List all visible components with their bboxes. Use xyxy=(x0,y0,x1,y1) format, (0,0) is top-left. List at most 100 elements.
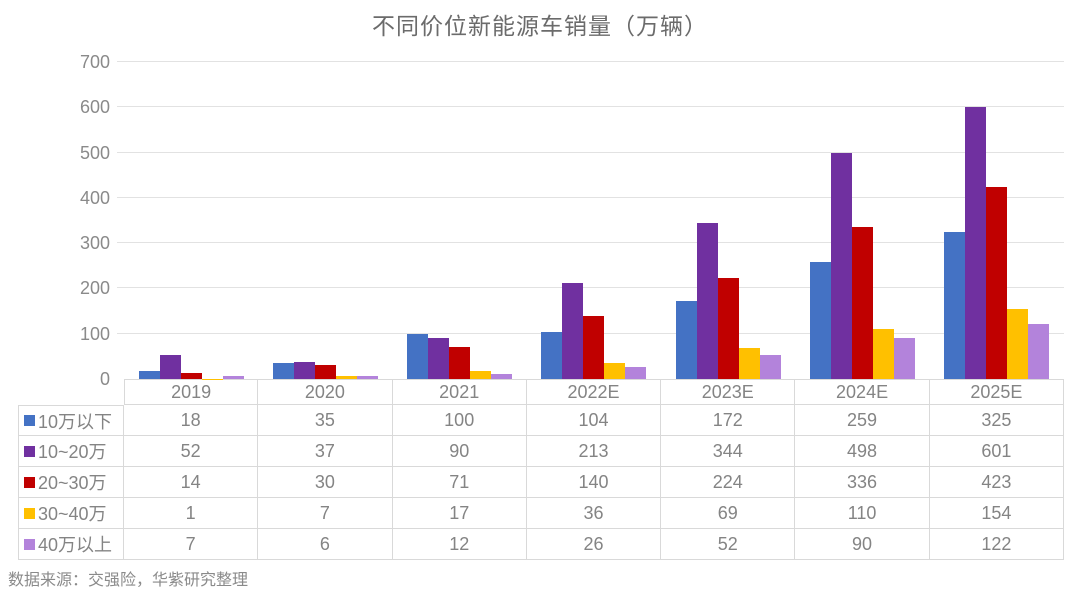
table-value-cell: 14 xyxy=(124,467,259,498)
table-value-cell: 7 xyxy=(124,529,259,560)
year-header-cell: 2025E xyxy=(929,379,1064,405)
bar-2024E-s4 xyxy=(894,338,916,379)
gridline xyxy=(117,287,1064,289)
legend-color-swatch xyxy=(24,445,35,457)
bar-2019-s2 xyxy=(180,372,202,379)
data-table: 2019 2020 2021 2022E 2023E 2024E 2025E 10万以下 18 3… xyxy=(18,379,1064,560)
table-value-cell: 122 xyxy=(929,529,1064,560)
gridline xyxy=(117,196,1064,198)
table-value-cell: 110 xyxy=(795,498,930,529)
table-value-cell: 37 xyxy=(258,436,393,467)
table-value-cell: 18 xyxy=(124,405,259,436)
bar-2020-s4 xyxy=(356,376,378,379)
table-value-cell: 423 xyxy=(929,467,1064,498)
table-value-cell: 12 xyxy=(392,529,527,560)
bar-group-2021 xyxy=(393,62,527,379)
table-value-cell: 52 xyxy=(124,436,259,467)
bar-2024E-s0 xyxy=(810,261,832,379)
bar-2025E-s3 xyxy=(1007,309,1029,379)
table-value-cell: 90 xyxy=(795,529,930,560)
bar-2024E-s3 xyxy=(873,329,895,379)
table-value-cell: 100 xyxy=(392,405,527,436)
year-header-cell: 2019 xyxy=(124,379,259,405)
year-header-cell: 2024E xyxy=(795,379,930,405)
year-header-cell: 2022E xyxy=(526,379,662,405)
bar-group-2022E xyxy=(527,62,661,379)
bar-2025E-s2 xyxy=(986,187,1008,379)
table-value-cell: 104 xyxy=(526,405,662,436)
bar-2019-s4 xyxy=(222,375,244,379)
bar-2025E-s4 xyxy=(1028,323,1050,379)
bar-2023E-s0 xyxy=(675,301,697,379)
gridline xyxy=(117,151,1064,153)
legend-cell: 20~30万 xyxy=(18,467,124,498)
y-axis-tick-label: 500 xyxy=(79,142,110,163)
bar-2022E-s1 xyxy=(562,282,584,379)
table-value-cell: 26 xyxy=(526,529,662,560)
bar-2024E-s1 xyxy=(831,153,853,379)
bar-2021-s4 xyxy=(491,373,513,379)
bar-2020-s2 xyxy=(314,365,336,379)
bar-2020-s0 xyxy=(272,363,294,379)
bar-group-2024E xyxy=(795,62,929,379)
bar-2022E-s0 xyxy=(541,331,563,379)
bar-2022E-s3 xyxy=(604,362,626,379)
year-header-cell: 2023E xyxy=(661,379,796,405)
table-value-cell: 336 xyxy=(795,467,930,498)
bar-2020-s1 xyxy=(293,362,315,379)
bar-2025E-s0 xyxy=(944,231,966,379)
bar-2021-s1 xyxy=(428,338,450,379)
bar-group-2023E xyxy=(661,62,795,379)
bar-2019-s0 xyxy=(138,370,160,379)
table-value-cell: 1 xyxy=(124,498,259,529)
bar-2023E-s4 xyxy=(759,355,781,379)
bar-2023E-s2 xyxy=(717,277,739,379)
bar-group-2020 xyxy=(258,62,392,379)
table-value-cell: 140 xyxy=(526,467,662,498)
y-axis-tick-label: 300 xyxy=(79,233,110,254)
gridline xyxy=(117,106,1064,108)
legend-color-swatch xyxy=(24,538,35,550)
table-value-cell: 6 xyxy=(258,529,393,560)
bar-chart-plot-area: 0 100 200 300 400 500 600 700 xyxy=(80,52,1064,389)
table-value-cell: 224 xyxy=(661,467,796,498)
y-axis-tick-label: 400 xyxy=(79,187,110,208)
bar-2021-s2 xyxy=(449,346,471,379)
bar-2021-s3 xyxy=(470,371,492,379)
legend-label: 40万以上 xyxy=(38,535,113,555)
table-value-cell: 17 xyxy=(392,498,527,529)
bar-2024E-s2 xyxy=(852,226,874,379)
legend-color-swatch xyxy=(24,507,35,519)
bar-2023E-s3 xyxy=(738,347,760,379)
legend-color-swatch xyxy=(24,476,35,488)
data-source-note: 数据来源：交强险，华紫研究整理 xyxy=(8,572,249,589)
table-value-cell: 259 xyxy=(795,405,930,436)
table-value-cell: 35 xyxy=(258,405,393,436)
y-axis-tick-label: 100 xyxy=(79,323,110,344)
y-axis-tick-label: 600 xyxy=(79,97,110,118)
table-value-cell: 325 xyxy=(929,405,1064,436)
table-value-cell: 90 xyxy=(392,436,527,467)
bar-2025E-s1 xyxy=(965,106,987,379)
table-value-cell: 213 xyxy=(526,436,662,467)
legend-color-swatch xyxy=(24,415,35,426)
legend-label: 10~20万 xyxy=(38,442,107,462)
bar-2019-s1 xyxy=(159,355,181,379)
table-value-cell: 71 xyxy=(392,467,527,498)
bar-2021-s0 xyxy=(407,333,429,379)
y-axis-tick-label: 0 xyxy=(99,369,110,389)
table-value-cell: 52 xyxy=(661,529,796,560)
table-value-cell: 601 xyxy=(929,436,1064,467)
bar-2020-s3 xyxy=(335,375,357,379)
bar-2023E-s1 xyxy=(696,223,718,379)
legend-cell: 30~40万 xyxy=(18,498,124,529)
legend-cell: 40万以上 xyxy=(18,529,124,560)
legend-label: 20~30万 xyxy=(38,473,107,493)
table-value-cell: 36 xyxy=(526,498,662,529)
legend-label: 30~40万 xyxy=(38,504,107,524)
bar-group-2019 xyxy=(124,62,258,379)
table-value-cell: 154 xyxy=(929,498,1064,529)
y-axis-tick-label: 700 xyxy=(79,52,110,72)
gridline xyxy=(117,61,1064,62)
